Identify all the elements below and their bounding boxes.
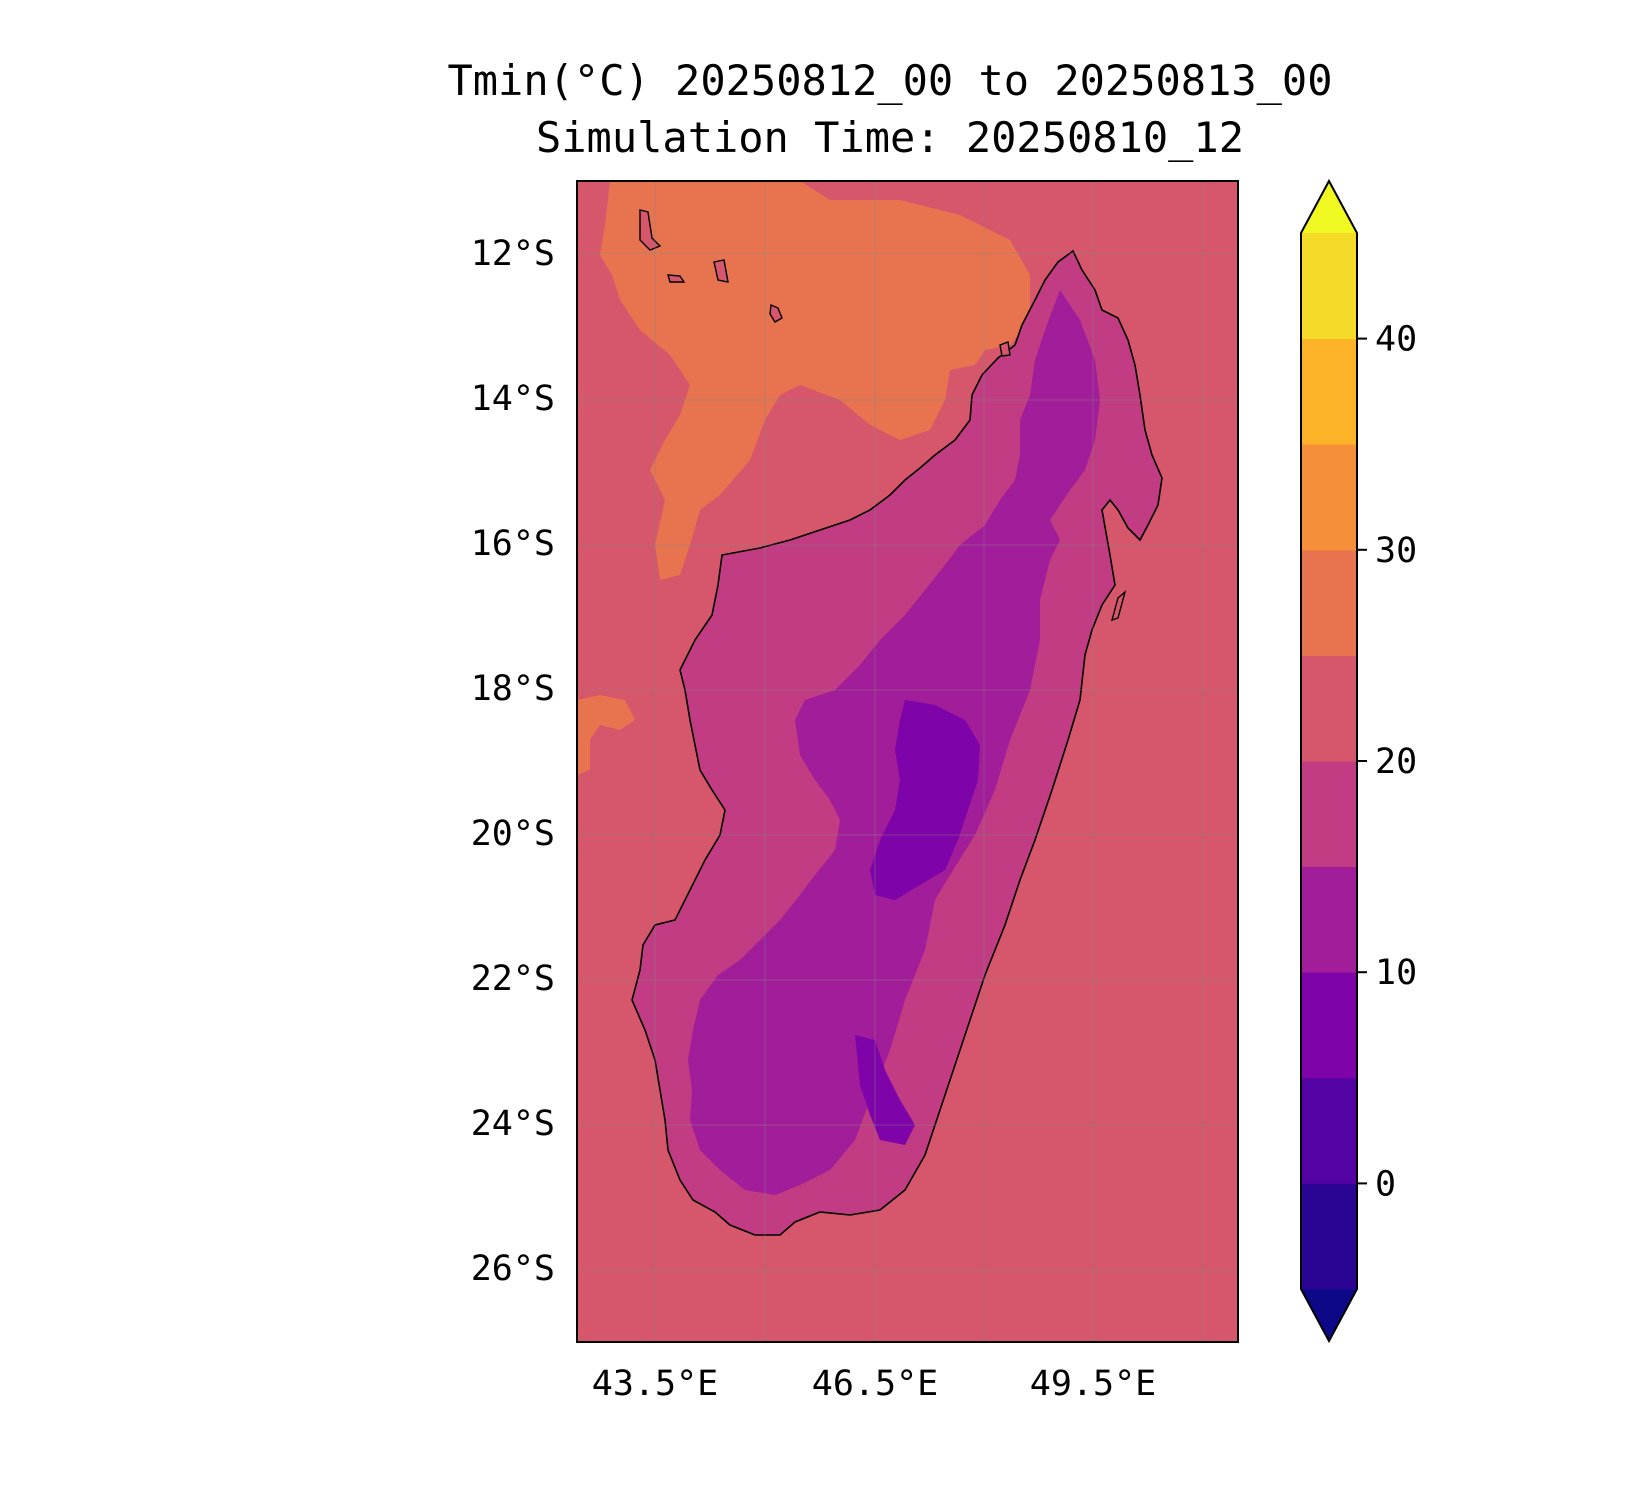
colorbar-segment bbox=[1301, 1183, 1357, 1290]
lat-tick-label: 18°S bbox=[471, 669, 555, 709]
lat-tick-label: 26°S bbox=[471, 1249, 555, 1289]
colorbar-segment bbox=[1301, 1077, 1357, 1184]
colorbar-tick-label: 30 bbox=[1375, 531, 1417, 571]
cool-interior-region bbox=[688, 290, 1100, 1195]
warm-ocean-region bbox=[600, 181, 1030, 580]
colorbar-segment bbox=[1301, 655, 1357, 762]
lat-tick-label: 20°S bbox=[471, 814, 555, 854]
colorbar-outline bbox=[1300, 178, 1358, 1344]
lat-tick-label: 24°S bbox=[471, 1104, 555, 1144]
lon-tick-label: 46.5°E bbox=[812, 1364, 938, 1404]
colorbar-segment bbox=[1301, 866, 1357, 973]
warm-ocean-patch-west bbox=[577, 695, 635, 775]
map-panel bbox=[577, 181, 1238, 1342]
colorbar-ticks: 0 10 20 30 40 bbox=[1357, 320, 1417, 1204]
colorbar-tick-label: 10 bbox=[1375, 953, 1417, 993]
title-line-2: Simulation Time: 20250810_12 bbox=[536, 113, 1244, 162]
colorbar-segment bbox=[1301, 444, 1357, 551]
colorbar-extend-low bbox=[1301, 1289, 1357, 1341]
lon-tick-label: 43.5°E bbox=[592, 1364, 718, 1404]
map-frame bbox=[576, 180, 1239, 1343]
colorbar-tick-label: 20 bbox=[1375, 742, 1417, 782]
lat-tick-labels: 12°S 14°S 16°S 18°S 20°S 22°S 24°S 26°S bbox=[471, 234, 555, 1289]
colorbar-tick-label: 0 bbox=[1375, 1164, 1396, 1204]
coldest-interior-region bbox=[870, 700, 980, 900]
colorbar-segment bbox=[1301, 761, 1357, 868]
title-line-1: Tmin(°C) 20250812_00 to 20250813_00 bbox=[447, 56, 1332, 105]
lon-tick-labels: 43.5°E 46.5°E 49.5°E bbox=[592, 1364, 1156, 1404]
colorbar-segment bbox=[1301, 233, 1357, 340]
lon-tick-label: 49.5°E bbox=[1030, 1364, 1156, 1404]
colorbar-extend-high bbox=[1301, 181, 1357, 233]
lat-tick-label: 14°S bbox=[471, 379, 555, 419]
colorbar-segment bbox=[1301, 972, 1357, 1079]
colorbar bbox=[1300, 178, 1358, 1344]
colorbar-segment bbox=[1301, 549, 1357, 656]
lat-tick-label: 22°S bbox=[471, 959, 555, 999]
cold-south-patch bbox=[855, 1035, 915, 1145]
gridlines bbox=[577, 181, 1238, 1342]
lat-tick-label: 12°S bbox=[471, 234, 555, 274]
colorbar-segment bbox=[1301, 338, 1357, 445]
colorbar-tick-label: 40 bbox=[1375, 320, 1417, 360]
islands bbox=[639, 209, 1127, 622]
lat-tick-label: 16°S bbox=[471, 524, 555, 564]
